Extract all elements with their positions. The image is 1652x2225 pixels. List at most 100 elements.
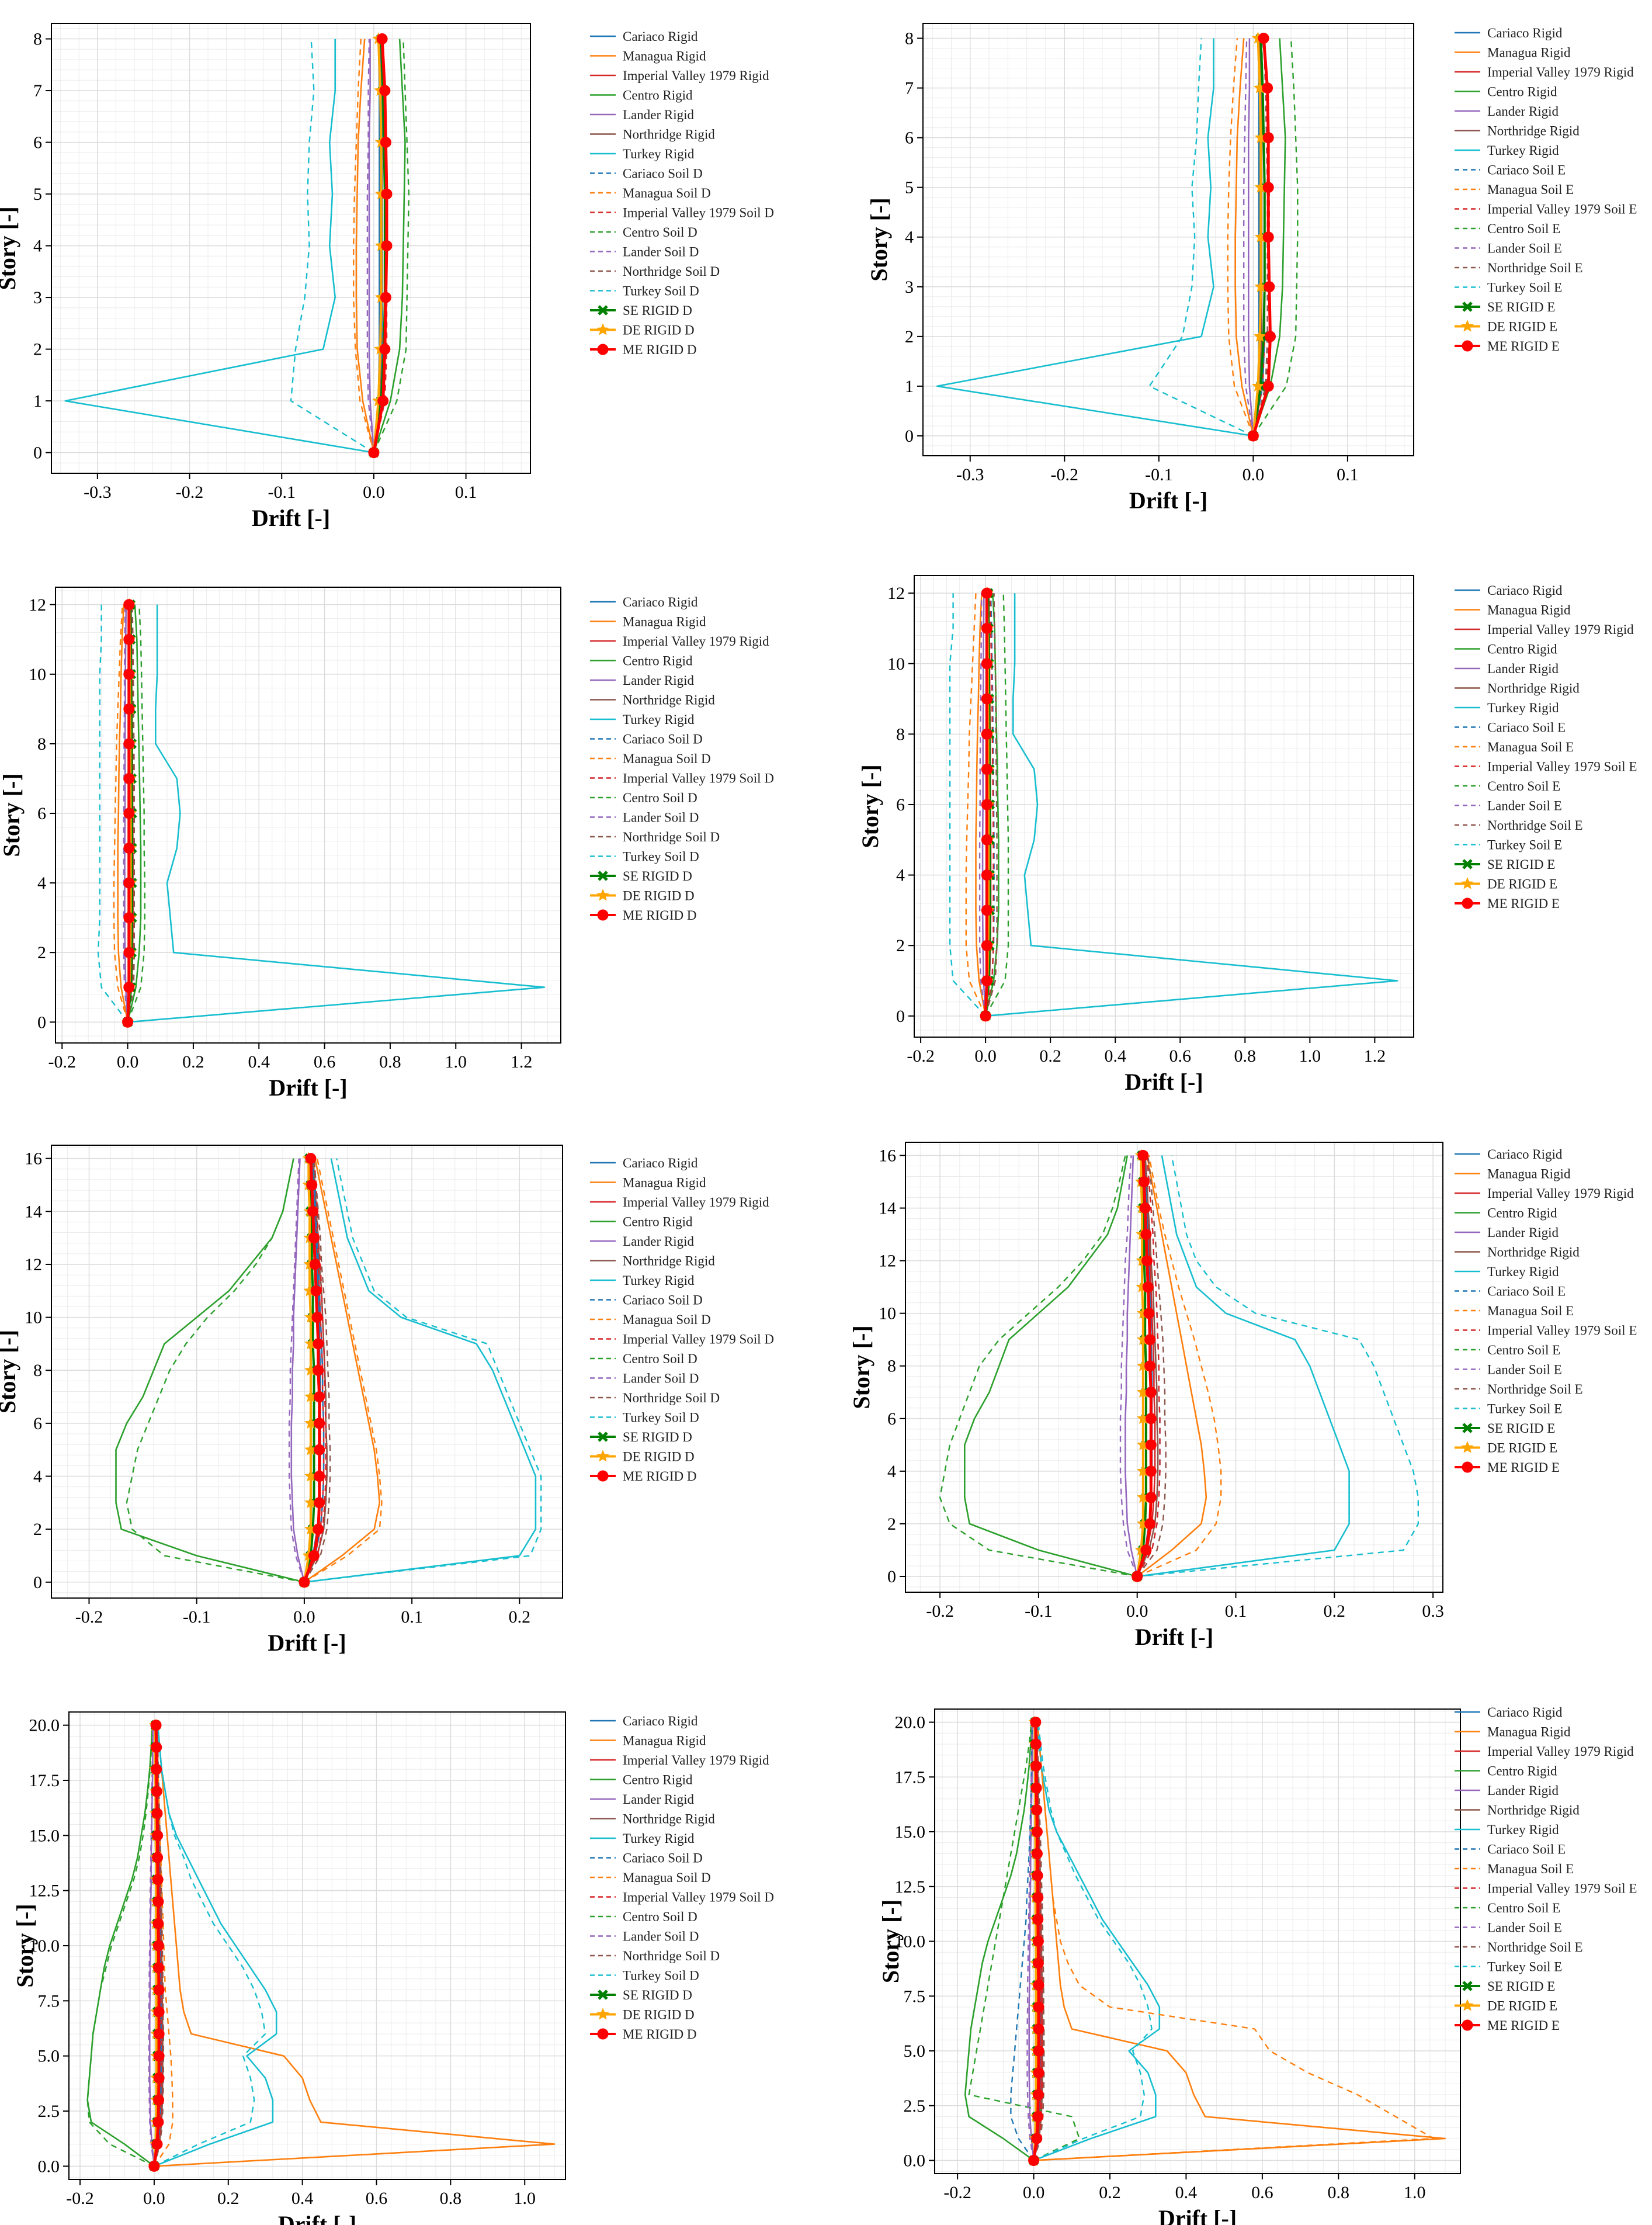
legend-label: ME RIGID D — [623, 1469, 697, 1484]
series-marker-me-rigid — [981, 622, 992, 634]
legend-label: SE RIGID D — [623, 869, 692, 883]
series-marker-me-rigid — [123, 912, 135, 924]
legend-label: Managua Soil E — [1487, 182, 1574, 197]
legend-label: Cariaco Soil D — [623, 1293, 703, 1308]
series-marker-me-rigid — [310, 1285, 322, 1297]
series-marker-me-rigid — [1032, 2111, 1044, 2122]
y-tick-label: 1 — [33, 391, 42, 411]
legend-label: Managua Rigid — [1487, 603, 1571, 618]
series-line-turkey-soil — [949, 593, 986, 1017]
series-marker-me-rigid — [314, 1497, 325, 1509]
legend-marker — [1462, 1981, 1473, 1991]
plot-frame — [922, 23, 1414, 456]
plot-area — [923, 23, 1414, 456]
series-marker-me-rigid — [980, 1010, 991, 1022]
series-marker-me-rigid — [1140, 1544, 1152, 1556]
x-tick-label: -0.2 — [48, 1052, 76, 1072]
series-line-lander-rigid — [368, 39, 375, 453]
series-marker-me-rigid — [123, 982, 135, 993]
series-marker-me-rigid — [123, 877, 135, 889]
legend-label: Managua Rigid — [623, 49, 706, 64]
y-tick-label: 6 — [905, 129, 914, 148]
legend-label: Lander Rigid — [623, 108, 694, 122]
series-marker-me-rigid — [153, 2006, 165, 2018]
legend-label: Northridge Soil D — [623, 1949, 720, 1963]
series-marker-me-rigid — [981, 869, 992, 881]
y-tick-label: 12 — [25, 1255, 42, 1274]
series-line-centro-rigid — [964, 1155, 1138, 1578]
series-marker-me-rigid — [1264, 331, 1276, 342]
legend-label: Managua Rigid — [623, 1176, 706, 1190]
series-line-managua-rigid — [355, 39, 375, 453]
y-tick-label: 4 — [37, 874, 46, 893]
series-line-managua-soil — [113, 604, 129, 1023]
y-tick-label: 15.0 — [29, 1826, 60, 1845]
series-line-turkey-rigid — [127, 604, 546, 1023]
series-marker-me-rigid — [152, 1829, 164, 1841]
x-tick-label: -0.2 — [176, 483, 204, 502]
legend-label: Centro Soil D — [623, 225, 697, 240]
legend-label: SE RIGID E — [1487, 1421, 1555, 1436]
series-line-managua-rigid — [1234, 38, 1254, 436]
series-line-lander-soil — [148, 1725, 155, 2167]
x-tick-label: 0.0 — [143, 2189, 165, 2208]
legend-label: Imperial Valley 1979 Rigid — [623, 1753, 769, 1767]
series-marker-me-rigid — [151, 1763, 162, 1775]
series-line-lander-rigid — [1248, 38, 1254, 436]
legend-label: Lander Soil E — [1487, 241, 1562, 256]
series-line-imperial-valley-1979-soil — [1033, 1722, 1043, 2161]
legend-label: DE RIGID D — [623, 323, 695, 338]
series-marker-me-rigid — [1032, 2089, 1044, 2101]
series-marker-me-rigid — [152, 1874, 164, 1886]
y-tick-label: 3 — [905, 278, 914, 297]
y-tick-label: 14 — [25, 1202, 42, 1221]
plot-frame — [905, 1142, 1443, 1593]
series-marker-me-rigid — [1137, 1150, 1149, 1162]
legend-label: Lander Rigid — [1487, 661, 1559, 676]
legend-label: Managua Rigid — [1487, 1167, 1571, 1181]
series-marker-me-rigid — [379, 344, 391, 355]
series-marker-me-rigid — [1264, 281, 1275, 293]
y-tick-label: 8 — [887, 1357, 896, 1376]
series-marker-me-rigid — [1132, 1571, 1143, 1582]
x-axis-label: Drift [-] — [1125, 1069, 1203, 1095]
series-line-turkey-soil — [1033, 1722, 1153, 2161]
plot-frame — [51, 23, 531, 474]
legend: Cariaco Rigid Managua Rigid Imperial Valle… — [1455, 26, 1637, 353]
legend-marker — [1462, 1461, 1473, 1473]
series-marker-me-rigid — [1258, 33, 1269, 44]
y-tick-label: 20.0 — [895, 1713, 926, 1732]
x-tick-label: 0.4 — [1175, 2183, 1198, 2202]
x-tick-label: 1.0 — [445, 1052, 467, 1072]
x-tick-label: 1.2 — [511, 1052, 533, 1072]
series-marker-me-rigid — [153, 1962, 165, 1974]
y-axis-label: Story [-] — [866, 197, 892, 281]
series-marker-me-rigid — [981, 940, 992, 951]
y-tick-label: 0 — [37, 1013, 46, 1032]
series-line-managua-rigid — [117, 604, 129, 1023]
y-tick-label: 10 — [29, 665, 46, 684]
legend-label: Imperial Valley 1979 Rigid — [1487, 1186, 1634, 1201]
series-marker-me-rigid — [153, 2094, 165, 2106]
y-tick-label: 6 — [33, 133, 42, 153]
legend-label: DE RIGID D — [623, 889, 695, 903]
x-tick-label: -0.2 — [943, 2183, 971, 2202]
x-tick-label: 0.0 — [1023, 2183, 1045, 2202]
legend-label: Managua Soil D — [623, 751, 711, 766]
legend: Cariaco Rigid Managua Rigid Imperial Valle… — [590, 1156, 774, 1484]
series-marker-de-rigid — [1253, 330, 1266, 342]
legend-label: Northridge Soil D — [623, 264, 720, 279]
x-tick-label: -0.1 — [268, 483, 296, 502]
legend-label: Lander Soil E — [1487, 1921, 1562, 1935]
legend-label: Managua Rigid — [1487, 46, 1571, 60]
legend-label: Centro Soil E — [1487, 221, 1560, 236]
legend-label: Imperial Valley 1979 Soil E — [1487, 202, 1637, 217]
legend-label: Northridge Soil E — [1487, 1382, 1583, 1396]
series-marker-me-rigid — [1032, 1936, 1044, 1947]
x-tick-label: 0.1 — [455, 483, 477, 502]
series-marker-me-rigid — [308, 1232, 320, 1244]
y-tick-label: 5 — [33, 185, 42, 204]
legend-label: Turkey Rigid — [623, 1273, 695, 1288]
series-marker-me-rigid — [1031, 2133, 1043, 2144]
y-tick-label: 2 — [37, 943, 46, 962]
